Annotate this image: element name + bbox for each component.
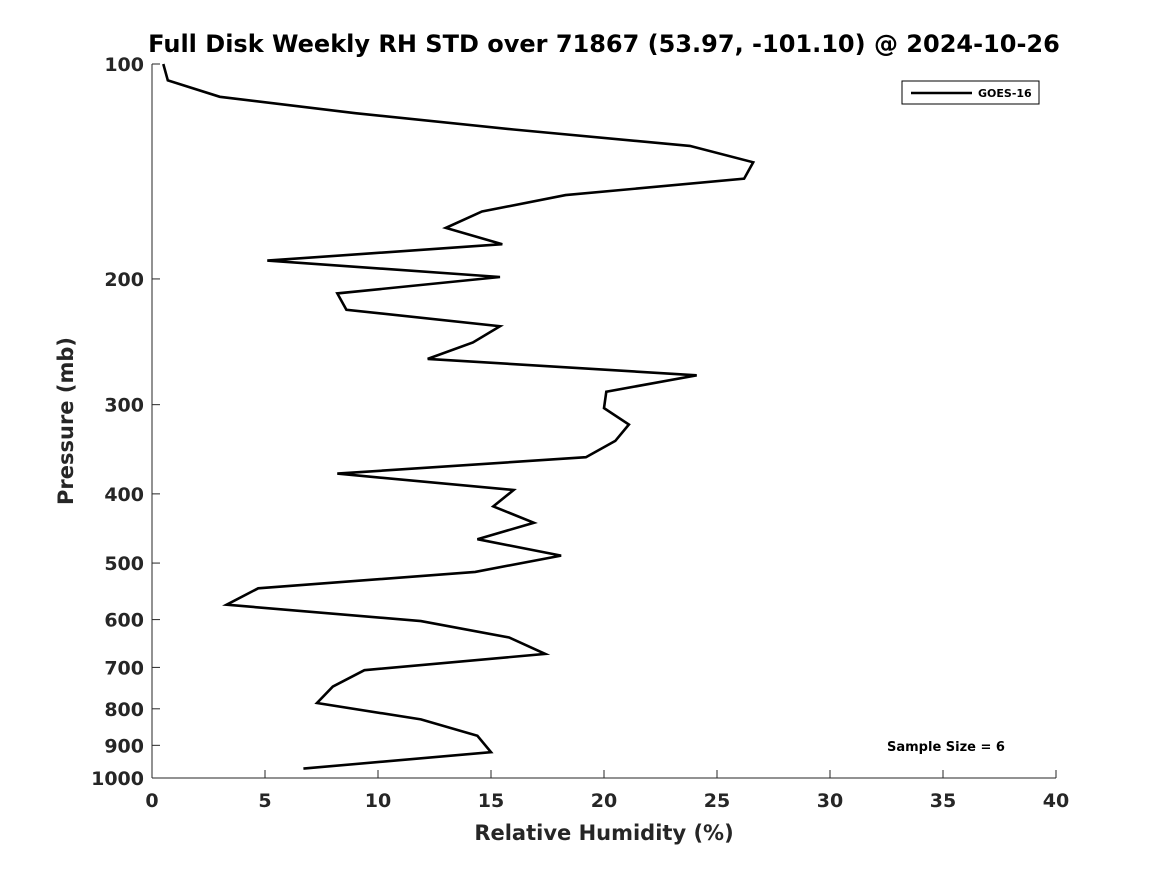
sample-size-annotation: Sample Size = 6 bbox=[887, 740, 1005, 755]
x-tick-label: 35 bbox=[930, 790, 956, 812]
y-tick-label: 300 bbox=[104, 395, 144, 417]
x-tick-label: 10 bbox=[365, 790, 391, 812]
x-tick-label: 20 bbox=[591, 790, 617, 812]
y-tick-label: 700 bbox=[104, 657, 144, 679]
y-ticks: 100 200 300 400 500 600 700 800 900 1000 bbox=[91, 54, 160, 790]
legend: GOES-16 bbox=[901, 80, 1040, 105]
y-tick-label: 200 bbox=[104, 269, 144, 291]
x-axis-label: Relative Humidity (%) bbox=[474, 821, 733, 845]
y-tick-label: 400 bbox=[104, 484, 144, 506]
y-tick-label: 900 bbox=[104, 735, 144, 757]
chart-title: Full Disk Weekly RH STD over 71867 (53.9… bbox=[148, 30, 1060, 58]
y-tick-label: 1000 bbox=[91, 768, 144, 790]
legend-label: GOES-16 bbox=[978, 87, 1032, 100]
y-tick-label: 600 bbox=[104, 610, 144, 632]
x-tick-label: 15 bbox=[478, 790, 504, 812]
y-tick-label: 100 bbox=[104, 54, 144, 76]
x-tick-label: 40 bbox=[1043, 790, 1069, 812]
y-tick-label: 500 bbox=[104, 553, 144, 575]
x-tick-label: 5 bbox=[258, 790, 271, 812]
x-ticks: 0 5 10 15 20 25 30 35 40 bbox=[145, 770, 1069, 812]
x-tick-label: 25 bbox=[704, 790, 730, 812]
x-tick-label: 30 bbox=[817, 790, 843, 812]
series-line-goes16 bbox=[162, 63, 756, 770]
y-axis-label: Pressure (mb) bbox=[54, 337, 78, 505]
y-tick-label: 800 bbox=[104, 699, 144, 721]
x-tick-label: 0 bbox=[145, 790, 158, 812]
